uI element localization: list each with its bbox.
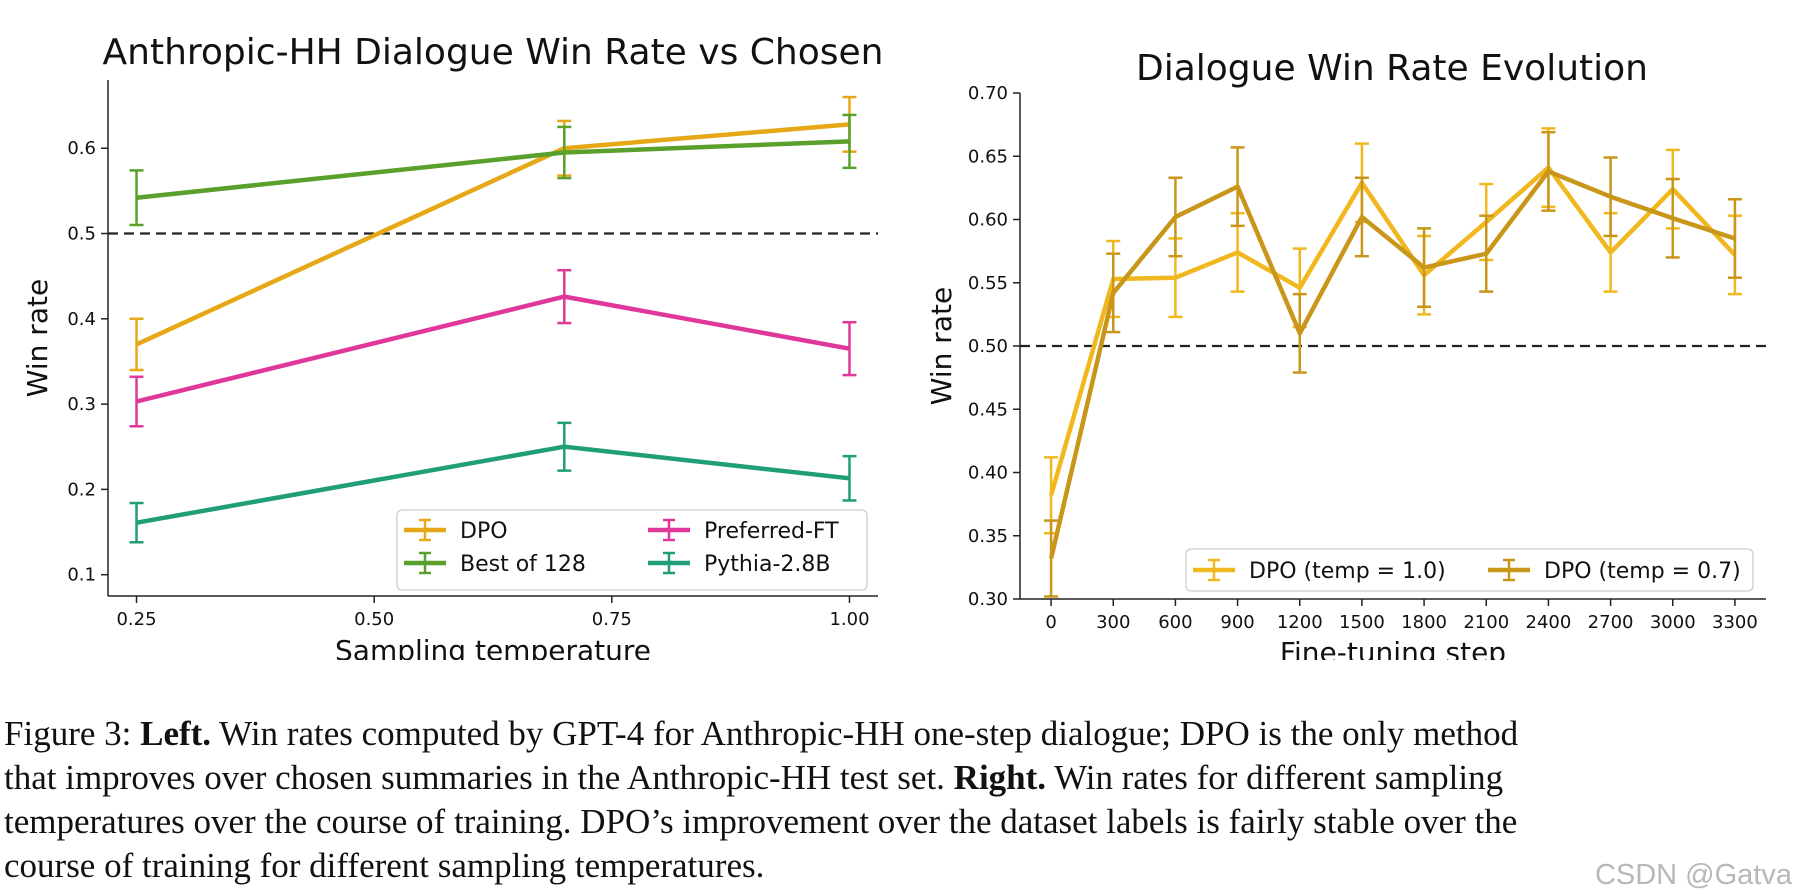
y-tick-label: 0.4 [67, 309, 96, 330]
y-tick-label: 0.70 [968, 83, 1008, 104]
x-tick-label: 0.75 [592, 609, 632, 630]
x-tick-label: 0.25 [116, 609, 156, 630]
series-preferred-ft [130, 270, 857, 426]
series-line [137, 141, 850, 197]
caption-text: that improves over chosen summaries in t… [4, 758, 954, 797]
x-tick-label: 300 [1096, 612, 1130, 633]
watermark: CSDN @Gatva [1595, 859, 1792, 892]
series-dpo-temp-0-7 [1044, 132, 1742, 596]
y-tick-label: 0.5 [67, 224, 96, 245]
caption-right-label: Right. [954, 758, 1046, 797]
x-axis-label: Fine-tuning step [1280, 636, 1506, 660]
chart-title: Dialogue Win Rate Evolution [1136, 48, 1648, 89]
caption-text: Win rates computed by GPT-4 for Anthropi… [211, 714, 1518, 753]
x-tick-label: 0.50 [354, 609, 394, 630]
y-tick-label: 0.65 [968, 146, 1008, 167]
caption-figure-label: Figure 3: [4, 714, 140, 753]
caption-line-4: course of training for different samplin… [4, 844, 1790, 888]
x-tick-label: 600 [1158, 612, 1192, 633]
left-chart: Anthropic-HH Dialogue Win Rate vs Chosen… [21, 32, 883, 660]
legend-label: Preferred-FT [704, 519, 839, 544]
x-tick-label: 1800 [1401, 612, 1447, 633]
caption-text: Win rates for different sampling [1046, 758, 1503, 797]
y-axis-label: Win rate [925, 287, 958, 405]
figure: Anthropic-HH Dialogue Win Rate vs Chosen… [0, 0, 1796, 660]
caption-left-label: Left. [140, 714, 211, 753]
caption-line-1: Figure 3: Left. Win rates computed by GP… [4, 712, 1790, 756]
series-line [137, 297, 850, 402]
y-tick-label: 0.2 [67, 479, 96, 500]
series-dpo-temp-1-0 [1044, 128, 1742, 533]
legend-label: DPO (temp = 0.7) [1544, 559, 1741, 584]
y-tick-label: 0.45 [968, 399, 1008, 420]
y-tick-label: 0.40 [968, 463, 1008, 484]
chart-title: Anthropic-HH Dialogue Win Rate vs Chosen [103, 32, 884, 73]
x-tick-label: 2400 [1526, 612, 1572, 633]
x-tick-label: 1500 [1339, 612, 1385, 633]
caption-line-2: that improves over chosen summaries in t… [4, 756, 1790, 800]
x-tick-label: 2100 [1463, 612, 1509, 633]
y-tick-label: 0.55 [968, 273, 1008, 294]
legend-label: Pythia-2.8B [704, 552, 830, 577]
x-tick-label: 1.00 [829, 609, 869, 630]
x-tick-label: 900 [1220, 612, 1254, 633]
x-tick-label: 3300 [1712, 612, 1758, 633]
y-tick-label: 0.6 [67, 138, 96, 159]
figure-caption: Figure 3: Left. Win rates computed by GP… [4, 712, 1790, 888]
y-tick-label: 0.30 [968, 589, 1008, 610]
y-tick-label: 0.1 [67, 565, 96, 586]
legend: DPO (temp = 1.0) DPO (temp = 0.7) [1186, 549, 1753, 591]
y-tick-label: 0.60 [968, 210, 1008, 231]
x-tick-label: 2700 [1588, 612, 1634, 633]
legend: DPO Best of 128 Preferred-FT Pythia-2.8B [397, 510, 867, 590]
y-tick-label: 0.3 [67, 394, 96, 415]
legend-label: DPO [460, 519, 508, 544]
y-tick-label: 0.50 [968, 336, 1008, 357]
right-chart: Dialogue Win Rate Evolution 0.30 0.35 0.40 0… [925, 48, 1766, 660]
legend-label: Best of 128 [460, 552, 586, 577]
y-axis-label: Win rate [21, 279, 54, 397]
x-tick-label: 0 [1045, 612, 1056, 633]
x-tick-label: 3000 [1650, 612, 1696, 633]
caption-line-3: temperatures over the course of training… [4, 800, 1790, 844]
legend-label: DPO (temp = 1.0) [1249, 559, 1446, 584]
y-tick-label: 0.35 [968, 526, 1008, 547]
series-line [1051, 168, 1735, 496]
x-axis-label: Sampling temperature [335, 634, 651, 660]
x-tick-label: 1200 [1277, 612, 1323, 633]
